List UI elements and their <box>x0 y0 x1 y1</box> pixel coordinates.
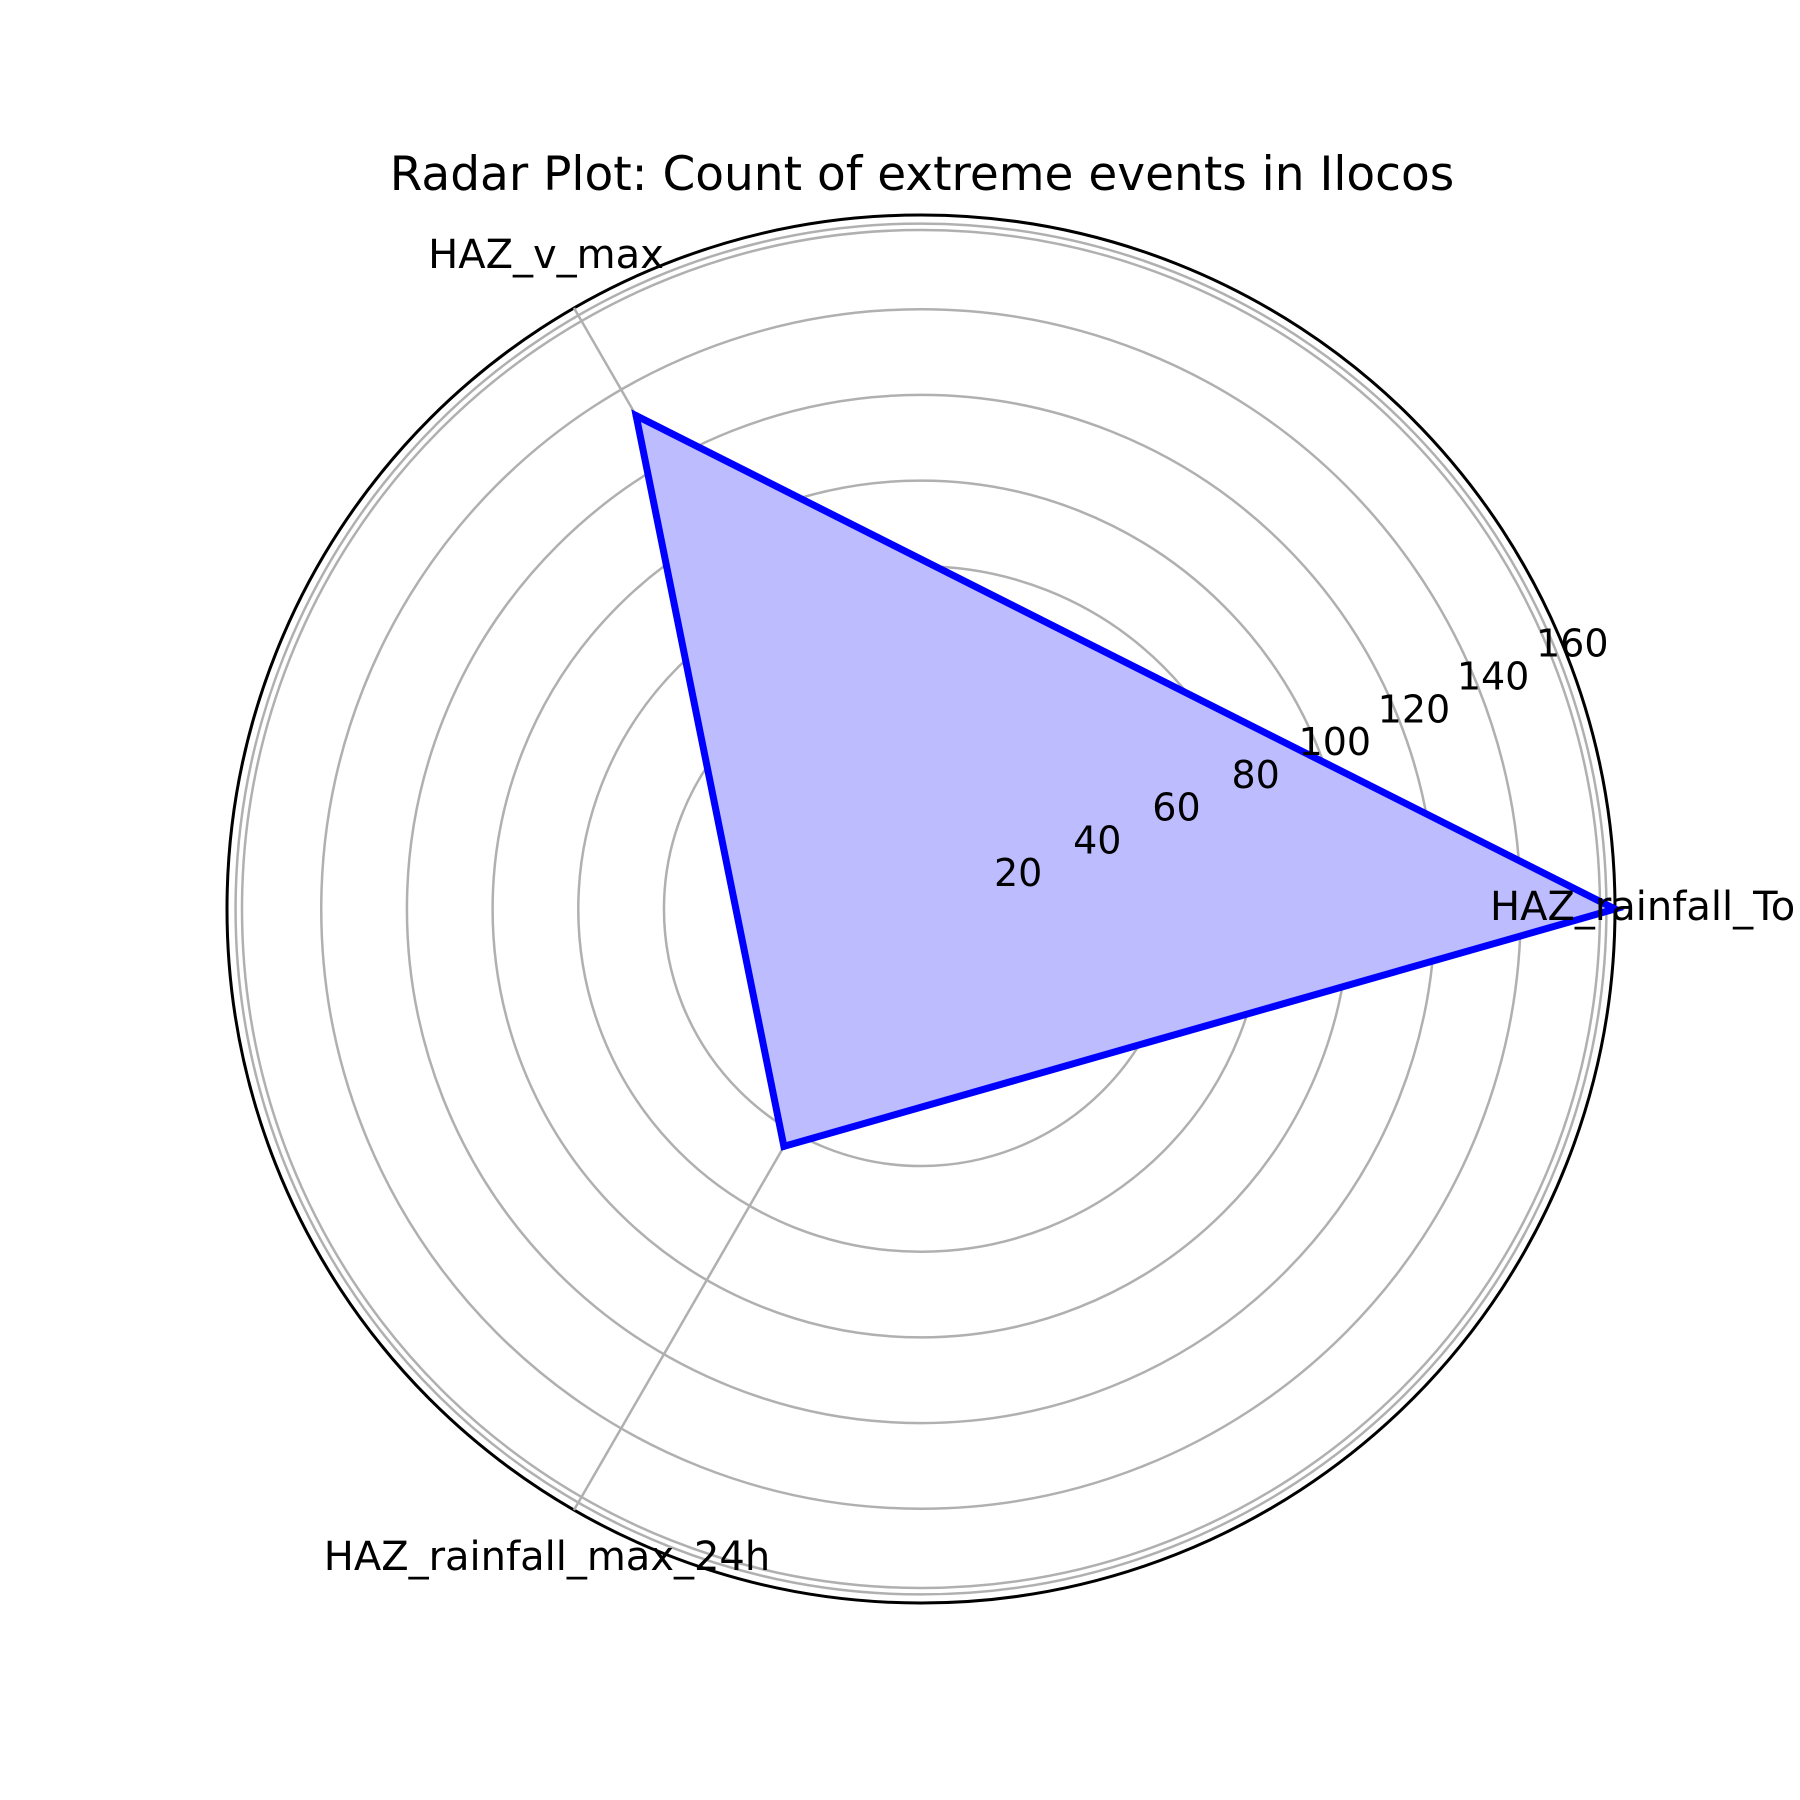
data-point-HAZ_v_max <box>632 412 640 420</box>
r-tick-label-80: 80 <box>1231 753 1279 797</box>
category-label-HAZ_rainfall_Total: HAZ_rainfall_To <box>1490 884 1795 930</box>
chart-title: Radar Plot: Count of extreme events in I… <box>390 147 1454 202</box>
data-point-HAZ_rainfall_Total <box>1611 905 1619 913</box>
r-tick-label-140: 140 <box>1457 654 1530 698</box>
r-tick-label-20: 20 <box>994 851 1042 895</box>
r-tick-label-160: 160 <box>1536 622 1609 666</box>
r-tick-label-100: 100 <box>1299 720 1372 764</box>
category-label-HAZ_v_max: HAZ_v_max <box>428 232 664 278</box>
r-tick-label-60: 60 <box>1152 786 1200 830</box>
data-point-HAZ_rainfall_max_24h <box>780 1142 788 1150</box>
data-layer <box>631 409 1625 1151</box>
r-tick-label-40: 40 <box>1073 818 1121 862</box>
r-tick-label-120: 120 <box>1378 687 1451 731</box>
series-line <box>631 409 1625 1151</box>
category-label-HAZ_rainfall_max_24h: HAZ_rainfall_max_24h <box>324 1534 770 1580</box>
series-fill-area <box>636 415 1615 1147</box>
